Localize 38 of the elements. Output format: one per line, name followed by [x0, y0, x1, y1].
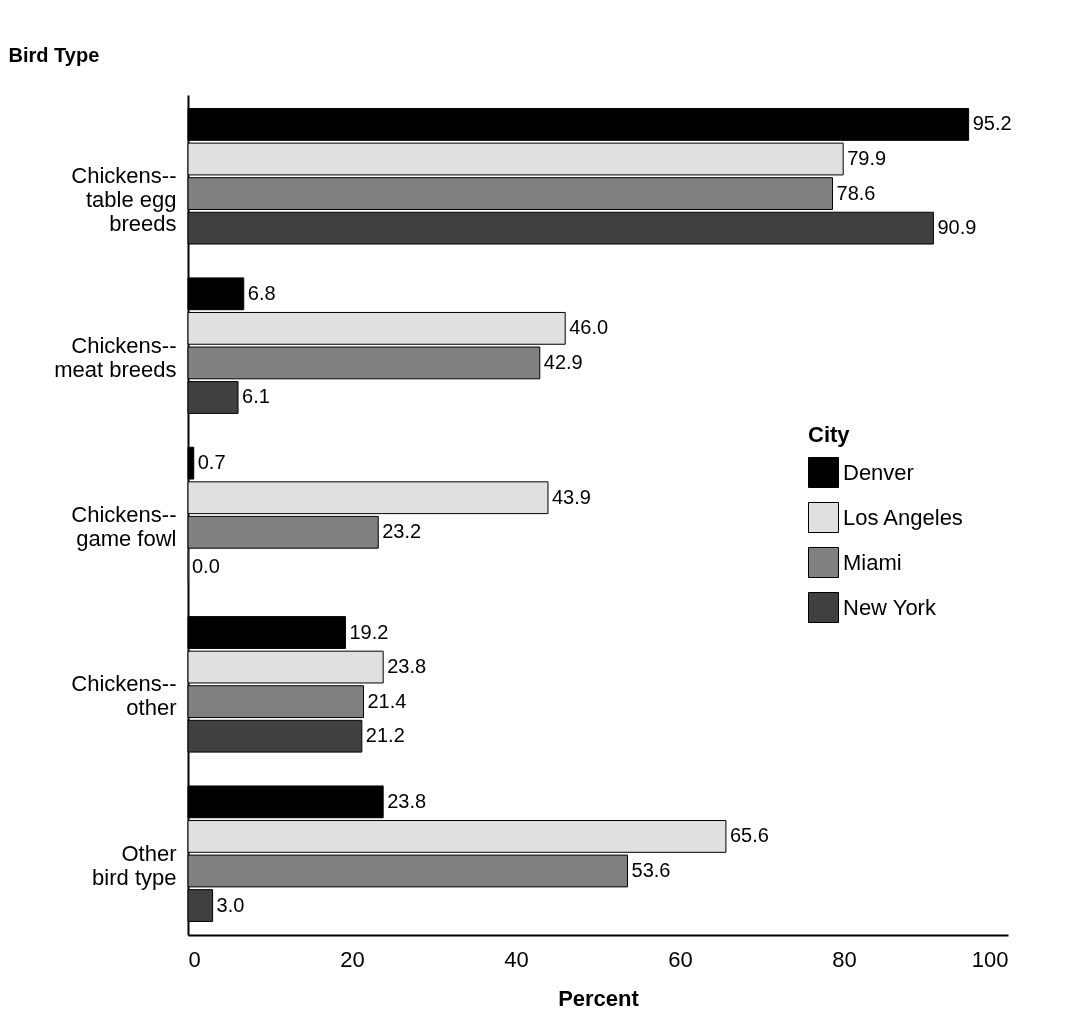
legend-label: Miami [843, 549, 902, 575]
data-label: 23.2 [382, 520, 422, 543]
data-label: 0.7 [197, 451, 226, 474]
data-label: 42.9 [543, 350, 583, 373]
data-label: 6.8 [247, 281, 276, 304]
data-label: 21.4 [367, 689, 407, 712]
x-tick-label: 80 [832, 946, 857, 972]
x-tick-label: 40 [504, 946, 529, 972]
data-label: 6.1 [242, 385, 270, 408]
data-label: 19.2 [349, 620, 389, 643]
data-label: 23.8 [387, 655, 427, 678]
data-label: 3.0 [216, 893, 245, 916]
legend-label: Los Angeles [843, 504, 963, 530]
legend-label: Denver [843, 459, 914, 485]
legend-label: New York [843, 594, 937, 620]
data-label: 79.9 [847, 147, 887, 170]
data-label: 0.0 [192, 554, 220, 577]
y-tick-label: Chickens-- table egg breeds [71, 163, 177, 237]
data-label: 46.0 [569, 316, 609, 339]
y-tick-label: Other bird type [92, 840, 177, 890]
x-tick-label: 100 [971, 946, 1009, 972]
x-tick-label: 60 [668, 946, 693, 972]
data-label: 23.8 [387, 789, 427, 812]
data-label: 65.6 [729, 824, 769, 847]
y-tick-label: Chickens-- other [71, 671, 177, 721]
data-label: 95.2 [972, 112, 1012, 135]
x-axis-title: Percent [558, 985, 640, 1011]
data-label: 53.6 [631, 858, 671, 881]
data-label: 90.9 [937, 216, 977, 239]
y-tick-label: Chickens-- game fowl [71, 502, 177, 551]
data-label: 21.2 [365, 724, 405, 747]
x-tick-label: 0 [188, 946, 201, 972]
x-tick-label: 20 [340, 946, 365, 972]
y-axis-title: Bird Type [8, 43, 100, 66]
legend-title: City [808, 422, 851, 447]
data-label: 43.9 [551, 485, 591, 508]
y-tick-label: Chickens-- meat breeds [54, 332, 177, 382]
data-label: 78.6 [836, 181, 876, 204]
